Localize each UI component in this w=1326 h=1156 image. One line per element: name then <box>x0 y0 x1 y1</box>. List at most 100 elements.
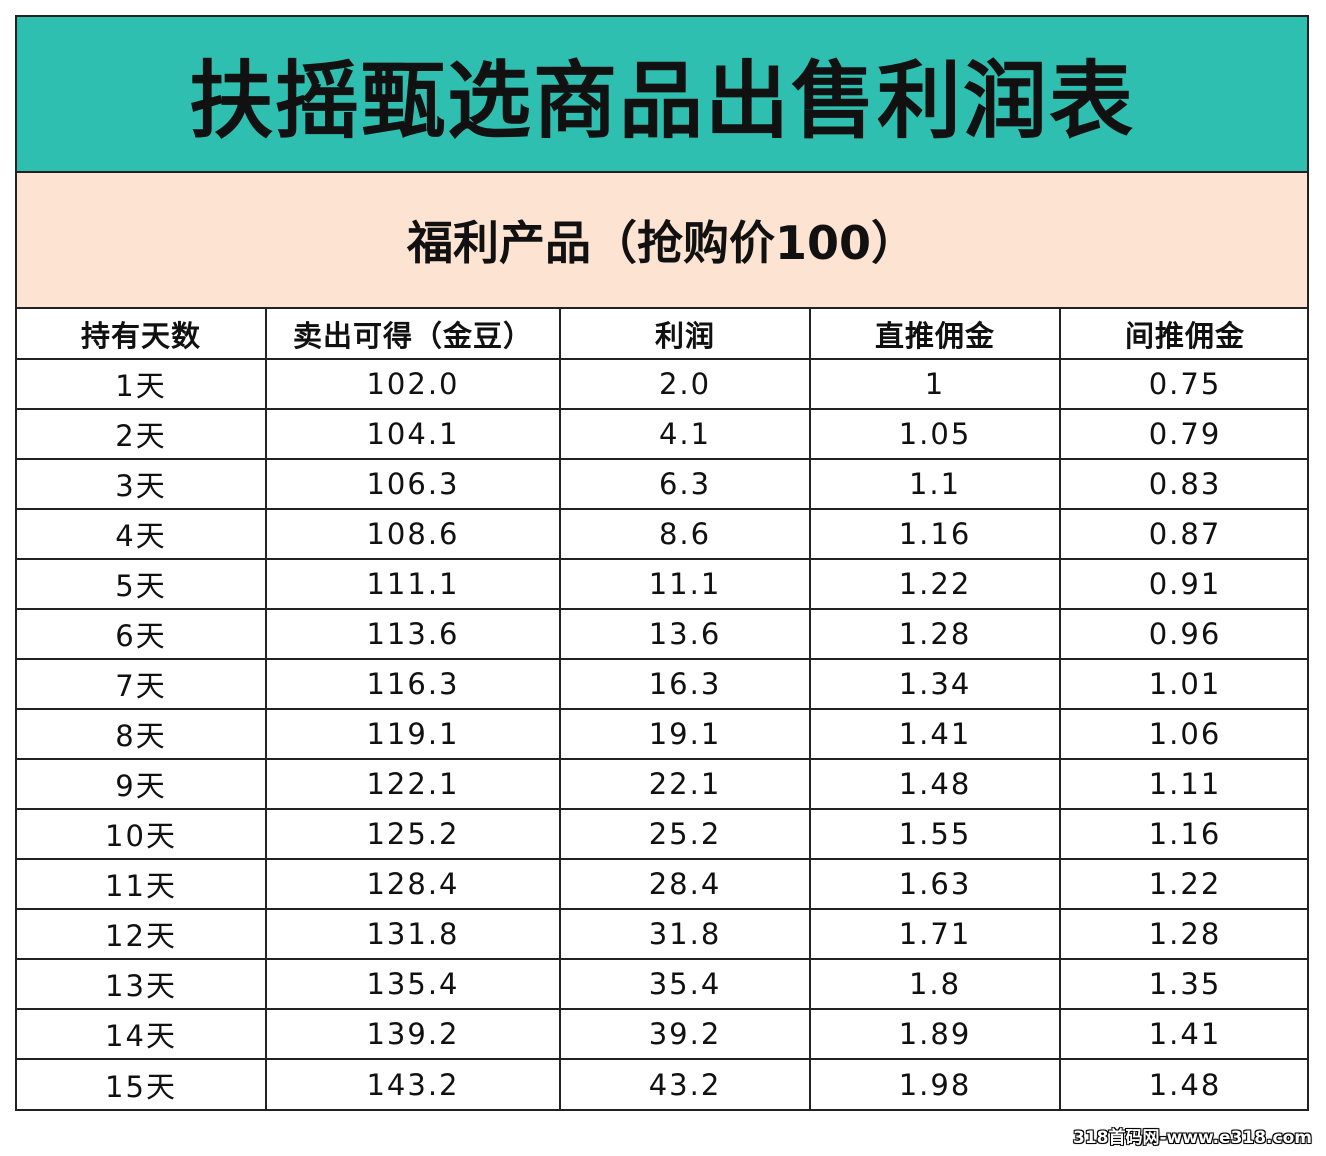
cell-sell-amount: 119.1 <box>266 709 561 760</box>
cell-days: 10天 <box>17 809 267 860</box>
cell-indirect-commission: 1.41 <box>1060 1009 1309 1060</box>
cell-profit: 39.2 <box>560 1009 811 1060</box>
cell-indirect-commission: 1.11 <box>1060 759 1309 810</box>
cell-indirect-commission: 1.48 <box>1148 1067 1222 1102</box>
cell-days: 15天 <box>17 1059 267 1109</box>
cell-direct-commission: 1.34 <box>810 659 1061 710</box>
header-direct-commission: 直推佣金 <box>810 309 1061 360</box>
cell-sell-amount: 143.2 <box>266 1059 561 1109</box>
profit-table: 持有天数 卖出可得（金豆） 利润 直推佣金 间推佣金 1天 102.0 2.0 1 0.… <box>17 309 1309 1109</box>
table-row: 11天 128.4 28.4 1.63 1.22 <box>17 859 1309 910</box>
cell-direct-commission: 1.48 <box>810 759 1061 810</box>
cell-indirect-commission: 1.35 <box>1060 959 1309 1010</box>
table-row: 12天 131.8 31.8 1.71 1.28 <box>17 909 1309 960</box>
cell-sell-amount: 102.0 <box>266 359 561 410</box>
cell-direct-commission: 1.71 <box>810 909 1061 960</box>
header-sell-amount: 卖出可得（金豆） <box>266 309 561 360</box>
table-row: 4天 108.6 8.6 1.16 0.87 <box>17 509 1309 560</box>
table-row: 10天 125.2 25.2 1.55 1.16 <box>17 809 1309 860</box>
cell-sell-amount: 116.3 <box>266 659 561 710</box>
cell-days: 5天 <box>17 559 267 610</box>
profit-table-sheet: 扶摇甄选商品出售利润表 福利产品（抢购价100） 持有天数 卖出可得（金豆） 利… <box>15 15 1309 1111</box>
cell-sell-amount: 128.4 <box>266 859 561 910</box>
cell-indirect-commission: 0.75 <box>1060 359 1309 410</box>
cell-profit: 8.6 <box>560 509 811 560</box>
cell-profit: 6.3 <box>560 459 811 510</box>
title-bar: 扶摇甄选商品出售利润表 <box>17 17 1307 173</box>
table-row: 6天 113.6 13.6 1.28 0.96 <box>17 609 1309 660</box>
header-indirect-commission: 间推佣金 <box>1060 309 1309 360</box>
cell-days: 4天 <box>17 509 267 560</box>
cell-indirect-commission: 0.87 <box>1060 509 1309 560</box>
watermark: 318首码网-www.e318.com <box>1073 1128 1312 1148</box>
cell-direct-commission: 1.8 <box>810 959 1061 1010</box>
cell-days: 3天 <box>17 459 267 510</box>
cell-indirect-commission: 1.28 <box>1060 909 1309 960</box>
table-row: 5天 111.1 11.1 1.22 0.91 <box>17 559 1309 610</box>
header-days: 持有天数 <box>17 309 267 360</box>
cell-days: 6天 <box>17 609 267 660</box>
cell-indirect-commission: 1.01 <box>1060 659 1309 710</box>
cell-sell-amount: 106.3 <box>266 459 561 510</box>
cell-direct-commission: 1.05 <box>810 409 1061 460</box>
cell-direct-commission: 1.55 <box>810 809 1061 860</box>
cell-direct-commission: 1.28 <box>810 609 1061 660</box>
table-row: 9天 122.1 22.1 1.48 1.11 <box>17 759 1309 810</box>
table-row: 15天 143.2 43.2 1.98 1.48 <box>17 1059 1309 1109</box>
cell-profit: 16.3 <box>560 659 811 710</box>
table-row: 2天 104.1 4.1 1.05 0.79 <box>17 409 1309 460</box>
cell-indirect-commission: 1.06 <box>1060 709 1309 760</box>
cell-direct-commission: 1.16 <box>810 509 1061 560</box>
cell-indirect-commission: 0.96 <box>1060 609 1309 660</box>
cell-profit: 4.1 <box>560 409 811 460</box>
cell-sell-amount: 108.6 <box>266 509 561 560</box>
cell-profit: 35.4 <box>560 959 811 1010</box>
cell-direct-commission: 1 <box>810 359 1061 410</box>
cell-days: 9天 <box>17 759 267 810</box>
table-body: 1天 102.0 2.0 1 0.75 2天 104.1 4.1 1.05 0.79 3天 106.3… <box>17 359 1309 1109</box>
cell-days: 2天 <box>17 409 267 460</box>
cell-days: 13天 <box>17 959 267 1010</box>
page-title: 扶摇甄选商品出售利润表 <box>188 51 1135 150</box>
header-profit: 利润 <box>560 309 811 360</box>
cell-sell-amount: 139.2 <box>266 1009 561 1060</box>
cell-sell-amount: 111.1 <box>266 559 561 610</box>
cell-direct-commission: 1.1 <box>810 459 1061 510</box>
table-header-row: 持有天数 卖出可得（金豆） 利润 直推佣金 间推佣金 <box>17 309 1309 360</box>
cell-sell-amount: 122.1 <box>266 759 561 810</box>
cell-indirect-commission: 0.91 <box>1060 559 1309 610</box>
cell-sell-amount: 135.4 <box>266 959 561 1010</box>
table-row: 14天 139.2 39.2 1.89 1.41 <box>17 1009 1309 1060</box>
table-row: 13天 135.4 35.4 1.8 1.35 <box>17 959 1309 1010</box>
cell-days: 11天 <box>17 859 267 910</box>
cell-profit: 19.1 <box>560 709 811 760</box>
table-row: 8天 119.1 19.1 1.41 1.06 <box>17 709 1309 760</box>
cell-direct-commission: 1.63 <box>810 859 1061 910</box>
cell-days: 7天 <box>17 659 267 710</box>
table-row: 7天 116.3 16.3 1.34 1.01 <box>17 659 1309 710</box>
cell-direct-commission: 1.89 <box>810 1009 1061 1060</box>
cell-profit: 31.8 <box>560 909 811 960</box>
cell-indirect-commission: 1.16 <box>1060 809 1309 860</box>
cell-indirect-commission: 1.22 <box>1060 859 1309 910</box>
cell-sell-amount: 104.1 <box>266 409 561 460</box>
cell-sell-amount: 113.6 <box>266 609 561 660</box>
cell-profit: 2.0 <box>560 359 811 410</box>
cell-profit: 22.1 <box>560 759 811 810</box>
cell-days: 1天 <box>17 359 267 410</box>
cell-direct-commission: 1.41 <box>810 709 1061 760</box>
cell-profit: 25.2 <box>560 809 811 860</box>
cell-days: 8天 <box>17 709 267 760</box>
cell-sell-amount: 131.8 <box>266 909 561 960</box>
cell-profit: 43.2 <box>560 1059 811 1109</box>
cell-indirect-commission: 0.79 <box>1060 409 1309 460</box>
cell-profit: 13.6 <box>560 609 811 660</box>
cell-days: 12天 <box>17 909 267 960</box>
cell-profit: 11.1 <box>560 559 811 610</box>
subtitle-bar: 福利产品（抢购价100） <box>17 173 1307 309</box>
cell-days: 14天 <box>17 1009 267 1060</box>
table-row: 3天 106.3 6.3 1.1 0.83 <box>17 459 1309 510</box>
cell-direct-commission: 1.22 <box>810 559 1061 610</box>
table-row: 1天 102.0 2.0 1 0.75 <box>17 359 1309 410</box>
cell-sell-amount: 125.2 <box>266 809 561 860</box>
